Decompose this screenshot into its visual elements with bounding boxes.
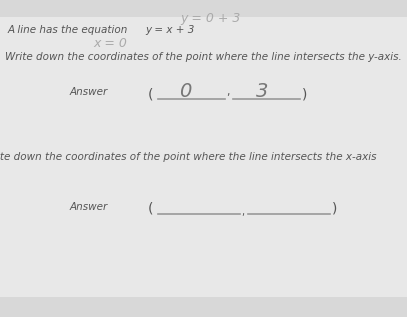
Text: x = 0: x = 0 bbox=[93, 37, 127, 50]
Text: ): ) bbox=[302, 87, 307, 101]
Text: Answer: Answer bbox=[70, 87, 108, 97]
Text: ,: , bbox=[241, 207, 244, 217]
Text: ): ) bbox=[332, 202, 337, 216]
Text: y = 0 + 3: y = 0 + 3 bbox=[180, 12, 240, 25]
Text: A line has the equation: A line has the equation bbox=[8, 25, 128, 35]
Text: 3: 3 bbox=[256, 82, 268, 101]
Text: (: ( bbox=[148, 202, 153, 216]
Text: (: ( bbox=[148, 87, 153, 101]
Bar bbox=[0, 17, 407, 297]
Text: y = x + 3: y = x + 3 bbox=[145, 25, 195, 35]
Text: ite down the coordinates of the point where the line intersects the x-axis: ite down the coordinates of the point wh… bbox=[0, 152, 376, 162]
Text: ,: , bbox=[226, 87, 230, 97]
Text: 0: 0 bbox=[179, 82, 191, 101]
Text: Answer: Answer bbox=[70, 202, 108, 212]
Text: Write down the coordinates of the point where the line intersects the y-axis.: Write down the coordinates of the point … bbox=[5, 52, 402, 62]
